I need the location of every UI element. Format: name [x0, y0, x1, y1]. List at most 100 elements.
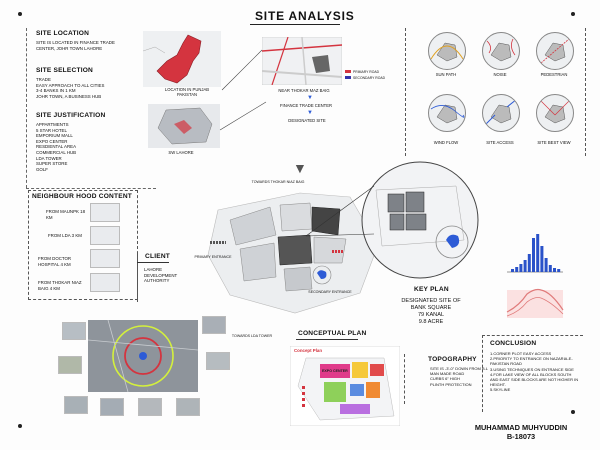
context-photo: [206, 352, 230, 370]
neighbourhood-section: NEIGHBOUR HOOD CONTENT: [28, 190, 138, 300]
climate-bar: [553, 268, 556, 272]
climate-bar: [523, 260, 527, 272]
map-legend: PRIMARY ROAD SECONDARY ROAD: [345, 70, 385, 80]
list-item: SUPER STORE: [36, 161, 68, 167]
context-photo: [64, 396, 88, 414]
primary-entrance-label: PRIMARY ENTRANCE: [194, 255, 232, 259]
site-selection-list: TRADE EASY APPROACH TO ALL CITIES 3-4 BA…: [36, 77, 131, 99]
pakistan-map: [143, 31, 221, 87]
flow-label-3: DESIGNATED SITE: [288, 118, 326, 123]
climate-bar: [527, 254, 531, 272]
primary-entrance-arrow-icon: [210, 241, 226, 244]
context-photo: [62, 322, 86, 340]
site-location-section: SITE LOCATION SITE IS LOCATED IN FINANCE…: [36, 30, 131, 51]
flow-label-1: NEAR THOKAR MAZ BAIG: [278, 88, 330, 93]
neighbourhood-map-2: [90, 226, 120, 245]
conceptual-plan-graphic: [290, 346, 400, 426]
client-heading: CLIENT: [145, 253, 171, 260]
list-item: COMMERCIAL HUB: [36, 149, 77, 155]
client-divider-vertical: [137, 254, 138, 302]
list-item: EXPO CENTER: [36, 138, 68, 144]
neighbourhood-label-1: FROM MAUNPK 18 KM: [46, 209, 86, 220]
neighbourhood-map-1: [90, 203, 120, 222]
list-item: 5 STAR HOTEL: [36, 127, 67, 133]
site-justification-list: APPARTMENTS 5 STAR HOTEL EMPORIUM MALL E…: [36, 122, 131, 172]
list-item: LDA TOWER: [36, 155, 62, 161]
expo-center-label: EXPO CENTER: [322, 369, 348, 373]
author-block: MUHAMMAD MUHYUDDIN B-18073: [466, 423, 576, 441]
conclusion-frame: [482, 335, 583, 412]
pin-icon: [18, 12, 22, 16]
legend-label: SECONDARY ROAD: [353, 76, 386, 80]
list-item: JOHR TOWN, A BUSINESS HUB: [36, 93, 102, 99]
key-plan-text: DESIGNATED SITE OF BANK SQUARE 79 KANAL …: [396, 298, 466, 326]
topography-divider: [404, 354, 405, 404]
climate-bar: [548, 265, 552, 272]
list-item: 3.USING TECHNIQUES ON ENTRANCE SIDE: [490, 366, 574, 372]
climate-bar: [519, 264, 523, 272]
thokar-map-graphic: [262, 37, 342, 85]
conceptual-plan-map: [290, 346, 400, 426]
list-item: GOLF: [36, 166, 48, 172]
arrow-down-icon: ▼: [307, 95, 313, 101]
key-plan-kanal: 79 KANAL: [417, 312, 445, 318]
analysis-circles-frame-line: [405, 28, 406, 156]
climate-bar: [511, 269, 514, 272]
neighbourhood-heading: NEIGHBOUR HOOD CONTENT: [32, 193, 133, 200]
neighbourhood-map-3: [90, 249, 120, 268]
title-underline: [250, 24, 340, 25]
key-plan-acre: 9.8 ACRE: [418, 319, 444, 325]
conclusion-list: 1.CORNER PLOT EASY ACCESS 2.PRIORITY TO …: [490, 351, 580, 393]
author-id: B-18073: [506, 432, 536, 441]
neighbourhood-label-3: FROM DOCTOR HOSPITAL 4 KM: [38, 256, 72, 267]
list-item: EASY APPROACH TO ALL CITIES: [36, 82, 105, 88]
client-text: LAHORE DEVELOPMENT AUTHORITY: [144, 267, 178, 284]
analysis-label-wind-flow: WIND FLOW: [433, 140, 459, 145]
list-item: 4.FOR LAKE VIEW OF ALL BLOCKS SOUTH AND …: [490, 371, 579, 388]
page-title: SITE ANALYSIS: [255, 9, 355, 23]
thokar-map: [262, 37, 342, 85]
key-plan-designated: DESIGNATED SITE OF BANK SQUARE: [401, 298, 461, 311]
legend-label: PRIMARY ROAD: [353, 70, 380, 74]
site-location-text: SITE IS LOCATED IN FINANCE TRADE CENTER,…: [36, 40, 115, 51]
arrow-down-icon: ▼: [307, 110, 313, 116]
list-item: TRADE: [36, 77, 51, 82]
context-photo: [176, 398, 200, 416]
list-item: 3-4 BANKS IN 1 KM: [36, 88, 76, 94]
context-photo: [100, 398, 124, 416]
analysis-label-noise: NOISE: [493, 72, 507, 77]
lahore-caption: SW LAHORE: [168, 150, 194, 155]
legend-item-primary: PRIMARY ROAD: [345, 70, 385, 74]
list-item: CURBS 6" HIGH: [430, 376, 460, 382]
list-item: EMPORIUM MALL: [36, 133, 73, 139]
legend-item-secondary: SECONDARY ROAD: [345, 76, 385, 80]
list-item: PLINTH PROTECTION: [430, 381, 472, 387]
list-item: APPARTMENTS: [36, 122, 69, 127]
conclusion-heading: CONCLUSION: [490, 340, 537, 347]
climate-bar: [557, 269, 561, 272]
aerial-map-graphic: [88, 320, 198, 392]
key-plan-circle: [360, 160, 480, 280]
concept-map-title: Concept Plan: [294, 348, 323, 353]
neighbourhood-label-4: FROM THOKAR NIAZ BAIG 4 KM: [38, 280, 82, 291]
site-justification-section: SITE JUSTIFICATION APPARTMENTS 5 STAR HO…: [36, 112, 131, 172]
list-item: 5.SKYLINE: [490, 387, 511, 393]
topography-list: SITE IS -3'-0" DOWN FROM B.L MAN MADE RO…: [430, 366, 496, 387]
key-plan-heading: KEY PLAN: [414, 286, 449, 293]
context-photos: [58, 312, 238, 418]
temperature-chart: [506, 288, 564, 318]
location-connector-lines: [219, 49, 267, 131]
site-best-view-diagram: [536, 94, 574, 132]
pin-icon: [18, 424, 22, 428]
climate-bar: [515, 267, 519, 272]
noise-diagram: [482, 32, 520, 70]
client-divider: [137, 262, 169, 263]
site-plan-drawing: [207, 192, 379, 314]
lahore-map: [148, 104, 220, 148]
conceptual-plan-underline: [296, 339, 358, 340]
key-plan-connector: [305, 185, 375, 237]
left-divider: [26, 28, 27, 188]
site-justification-heading: SITE JUSTIFICATION: [36, 112, 106, 119]
analysis-circles-frame: [405, 28, 586, 156]
